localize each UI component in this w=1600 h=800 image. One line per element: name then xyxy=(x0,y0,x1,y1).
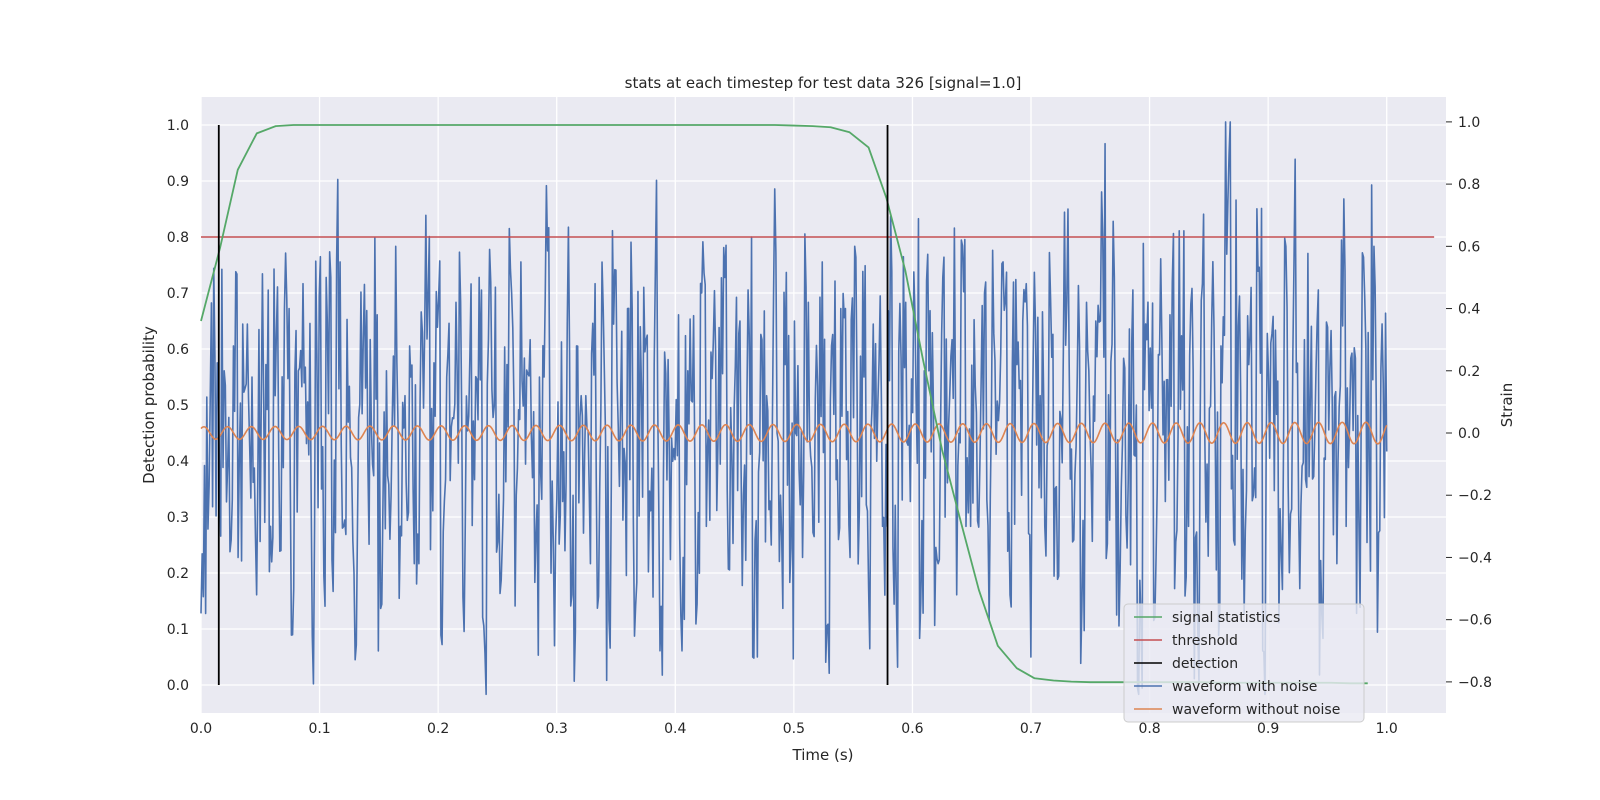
x-tick-labels: 0.0 0.1 0.2 0.3 0.4 0.5 0.6 0.7 0.8 0.9 1.0 xyxy=(190,721,1398,737)
x-tick-label: 0.0 xyxy=(190,721,212,737)
y-right-tick-label: −0.2 xyxy=(1458,488,1492,504)
x-tick-label: 0.8 xyxy=(1138,721,1160,737)
y-tick-label: 0.9 xyxy=(167,174,189,190)
y-tick-label: 0.2 xyxy=(167,566,189,582)
y-tick-label: 0.7 xyxy=(167,286,189,302)
y-right-tick-label: −0.8 xyxy=(1458,675,1492,691)
x-tick-label: 0.2 xyxy=(427,721,449,737)
legend-label-signal-statistics: signal statistics xyxy=(1172,610,1280,626)
x-tick-label: 0.4 xyxy=(664,721,686,737)
y-right-tick-label: −0.4 xyxy=(1458,550,1492,566)
series-waveform-without-noise xyxy=(200,421,1388,445)
y-tick-label: 0.1 xyxy=(167,622,189,638)
y-tick-label: 1.0 xyxy=(167,118,189,134)
y-right-axis-label: Strain xyxy=(1498,383,1516,427)
x-tick-label: 0.5 xyxy=(783,721,805,737)
series-waveform-with-noise xyxy=(200,121,1388,696)
x-tick-label: 0.6 xyxy=(901,721,923,737)
x-tick-label: 1.0 xyxy=(1376,721,1398,737)
x-tick-label: 0.9 xyxy=(1257,721,1279,737)
y-right-tick-label: 0.0 xyxy=(1458,426,1480,442)
y-right-tick-label: 0.6 xyxy=(1458,239,1480,255)
y-tick-labels: 0.0 0.1 0.2 0.3 0.4 0.5 0.6 0.7 0.8 0.9 1.0 xyxy=(167,118,189,694)
y-right-tick-label: −0.6 xyxy=(1458,613,1492,629)
y-tick-label: 0.3 xyxy=(167,510,189,526)
x-axis-label: Time (s) xyxy=(792,746,854,764)
x-tick-label: 0.3 xyxy=(546,721,568,737)
y-tick-label: 0.4 xyxy=(167,454,189,470)
x-tick-label: 0.7 xyxy=(1020,721,1042,737)
y-tick-label: 0.5 xyxy=(167,398,189,414)
legend-label-detection: detection xyxy=(1172,656,1238,672)
y-right-tick-label: 0.8 xyxy=(1458,177,1480,193)
y-tick-label: 0.8 xyxy=(167,230,189,246)
legend: signal statistics threshold detection wa… xyxy=(1123,603,1365,723)
legend-label-threshold: threshold xyxy=(1172,633,1238,649)
y-tick-label: 0.0 xyxy=(167,678,189,694)
x-tick-label: 0.1 xyxy=(308,721,330,737)
legend-label-waveform-without-noise: waveform without noise xyxy=(1172,702,1340,718)
y-tick-label: 0.6 xyxy=(167,342,189,358)
y-right-tick-labels: −0.8 −0.6 −0.4 −0.2 0.0 0.2 0.4 0.6 0.8 1.0 xyxy=(1446,115,1492,691)
legend-label-waveform-with-noise: waveform with noise xyxy=(1172,679,1317,695)
chart-title: stats at each timestep for test data 326… xyxy=(625,74,1022,92)
y-axis-label: Detection probability xyxy=(140,326,158,484)
y-right-tick-label: 0.4 xyxy=(1458,302,1480,318)
legend-box xyxy=(1123,603,1365,723)
y-right-tick-label: 1.0 xyxy=(1458,115,1480,131)
y-right-tick-label: 0.2 xyxy=(1458,364,1480,380)
